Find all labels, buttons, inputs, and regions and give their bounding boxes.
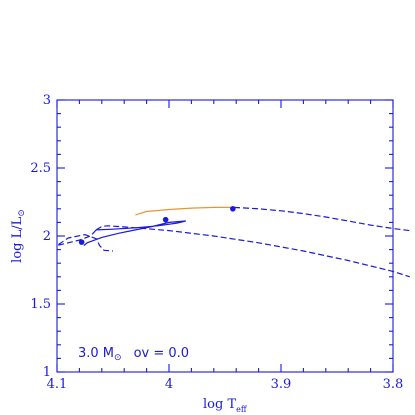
mass-annotation: 3.0 M⊙ ov = 0.0 [78, 346, 189, 363]
track-series-4 [135, 206, 234, 216]
y-tick-label: 2.5 [30, 161, 51, 176]
track-marker [162, 216, 169, 223]
track-series-5 [233, 206, 410, 232]
y-axis-label: log L/L⊙ [10, 209, 27, 263]
y-tick-label: 3 [43, 93, 51, 108]
track-marker [78, 239, 85, 245]
track-series-2 [95, 225, 410, 278]
evolution-tracks [56, 206, 410, 278]
y-tick-label: 2 [43, 229, 51, 244]
x-tick-label: 4 [165, 377, 173, 392]
axis-ticks [56, 99, 394, 373]
x-tick-label: 3.8 [383, 377, 404, 392]
track-series-3 [56, 229, 114, 252]
tick-labels: 4.1 4 3.9 3.8 1 1.5 2 2.5 3 [30, 93, 403, 392]
x-axis-label: log Teff [203, 397, 248, 414]
x-tick-label: 4.1 [47, 377, 68, 392]
evolution-markers [78, 206, 236, 245]
y-tick-label: 1 [43, 365, 51, 380]
y-tick-label: 1.5 [30, 297, 51, 312]
track-marker [230, 206, 236, 212]
track-series-1 [83, 220, 186, 246]
x-tick-label: 3.9 [271, 377, 292, 392]
